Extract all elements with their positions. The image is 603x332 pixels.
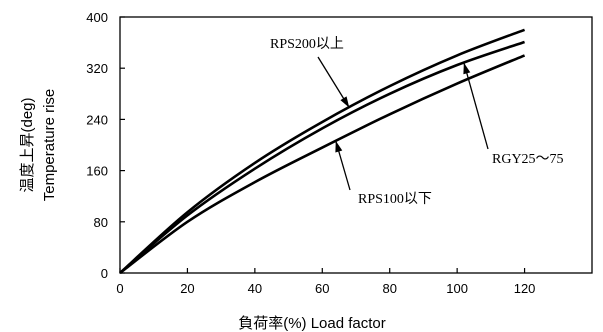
series-line-rps100	[119, 54, 526, 275]
annotation-rps200-arrow-head	[340, 96, 350, 108]
annotations: RPS200以上 RGY25～75 RPS100以下	[270, 36, 564, 207]
x-axis-label: 負荷率(%) Load factor	[238, 315, 386, 332]
plot-frame	[119, 16, 593, 274]
annotation-rgy25-75-label: RGY25～75	[492, 152, 564, 167]
y-tick-label: 0	[101, 266, 108, 281]
annotation-rgy25-75-arrow	[463, 62, 489, 150]
y-axis-label-en: Temperature rise	[41, 89, 58, 202]
y-tick-label: 80	[94, 215, 108, 230]
x-tick-label: 120	[514, 281, 536, 296]
series-line-rps200	[119, 28, 526, 274]
x-tick-label: 60	[315, 281, 329, 296]
annotation-rgy25-75-arrow-head	[463, 62, 471, 75]
x-tick-label: 0	[116, 281, 123, 296]
series-line-rgy25-75	[119, 40, 525, 274]
y-axis-label-jp: 温度上昇(deg)	[19, 97, 36, 192]
y-tick-label: 320	[86, 61, 108, 76]
axis-ticks	[119, 16, 526, 274]
y-tick-label: 240	[86, 112, 108, 127]
annotation-rps100-arrow-head	[335, 140, 343, 153]
x-tick-label: 100	[446, 281, 468, 296]
annotation-rps100-label: RPS100以下	[358, 192, 432, 207]
y-tick-label: 400	[86, 10, 108, 25]
x-tick-label: 40	[248, 281, 262, 296]
x-tick-label: 80	[382, 281, 396, 296]
x-tick-label: 20	[180, 281, 194, 296]
annotation-rps200-label: RPS200以上	[270, 36, 344, 52]
y-tick-label: 160	[86, 164, 108, 179]
series-lines	[119, 28, 526, 275]
axis-tick-labels: 0 20 40 60 80 100 120 0 80 160 240 320 400	[86, 10, 535, 296]
